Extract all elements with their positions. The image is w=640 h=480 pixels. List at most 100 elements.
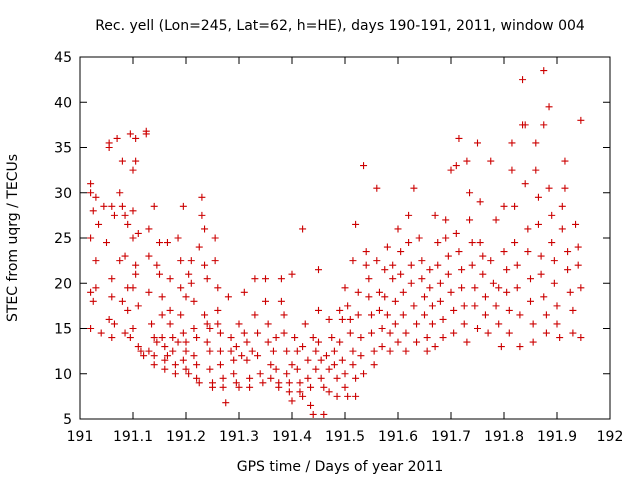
data-point (288, 270, 296, 278)
data-point (140, 352, 148, 360)
data-point (312, 347, 320, 355)
data-point (254, 329, 262, 337)
data-point (87, 189, 95, 197)
plot-area-frame (79, 56, 611, 420)
data-point (407, 261, 415, 269)
data-point (150, 202, 158, 210)
data-point (471, 284, 479, 292)
data-point (232, 379, 240, 387)
data-point (450, 306, 458, 314)
data-point (132, 261, 140, 269)
data-point (352, 392, 360, 400)
data-point (95, 220, 103, 228)
data-point (307, 383, 315, 391)
data-point (550, 257, 558, 265)
data-point (548, 211, 556, 219)
data-point (177, 284, 185, 292)
x-tick-label: 191.6 (378, 429, 418, 445)
data-point (503, 266, 511, 274)
data-point (291, 334, 299, 342)
data-point (474, 139, 481, 147)
data-point (564, 248, 572, 256)
data-point (246, 374, 254, 382)
data-point (179, 329, 187, 337)
data-point (216, 329, 224, 337)
data-point (230, 370, 238, 378)
data-point (87, 234, 95, 242)
data-point (190, 297, 198, 305)
data-point (296, 379, 304, 387)
data-point (389, 261, 397, 269)
data-point (370, 347, 378, 355)
y-tick-label: 25 (54, 231, 72, 247)
data-point (527, 275, 534, 283)
data-point (386, 347, 394, 355)
data-point (116, 257, 124, 265)
data-point (103, 239, 110, 247)
data-point (113, 134, 121, 142)
data-point (124, 306, 132, 314)
data-point (169, 334, 177, 342)
data-point (577, 284, 585, 292)
data-point (171, 361, 179, 369)
data-point (264, 320, 272, 328)
data-point (108, 202, 116, 210)
y-axis-label: STEC from uqrg / TECUs (5, 154, 21, 322)
data-point (325, 315, 333, 323)
data-point (121, 252, 129, 260)
data-point (442, 234, 450, 242)
data-point (436, 297, 444, 305)
data-point (330, 347, 338, 355)
data-point (150, 334, 158, 342)
data-point (410, 302, 418, 310)
data-point (352, 220, 360, 228)
data-point (513, 261, 521, 269)
data-point (209, 383, 216, 391)
data-point (100, 202, 108, 210)
data-point (508, 139, 516, 147)
data-point (214, 320, 222, 328)
data-point (391, 320, 399, 328)
data-point (362, 261, 370, 269)
data-point (89, 207, 97, 215)
data-point (527, 297, 534, 305)
data-point (402, 347, 410, 355)
data-point (262, 275, 269, 283)
data-point (108, 334, 116, 342)
data-point (492, 216, 500, 224)
data-point (129, 166, 137, 174)
data-point (177, 311, 185, 319)
data-point (132, 134, 140, 142)
data-point (293, 365, 301, 373)
data-point (399, 288, 407, 296)
data-point (171, 370, 179, 378)
data-point (524, 248, 532, 256)
data-point (235, 383, 243, 391)
data-point (288, 361, 296, 369)
data-point (182, 365, 190, 373)
data-point (187, 257, 195, 265)
data-point (378, 325, 386, 332)
data-point (232, 343, 240, 351)
data-point (481, 293, 489, 301)
data-point (349, 347, 357, 355)
data-point (426, 266, 434, 274)
data-point (328, 334, 336, 342)
x-tick-label: 191.8 (484, 429, 524, 445)
data-point (553, 320, 561, 328)
data-point (87, 288, 95, 296)
data-point (415, 234, 423, 242)
data-point (161, 356, 169, 364)
x-tick-label: 191.5 (325, 429, 365, 445)
data-point (468, 239, 476, 247)
data-point (476, 198, 484, 206)
data-point (519, 76, 527, 84)
data-point (466, 189, 474, 197)
data-point (132, 270, 140, 278)
data-point (150, 361, 158, 369)
data-point (195, 243, 203, 251)
data-point (418, 275, 426, 283)
data-point (145, 347, 153, 355)
data-point (466, 216, 474, 224)
data-point (169, 347, 177, 355)
